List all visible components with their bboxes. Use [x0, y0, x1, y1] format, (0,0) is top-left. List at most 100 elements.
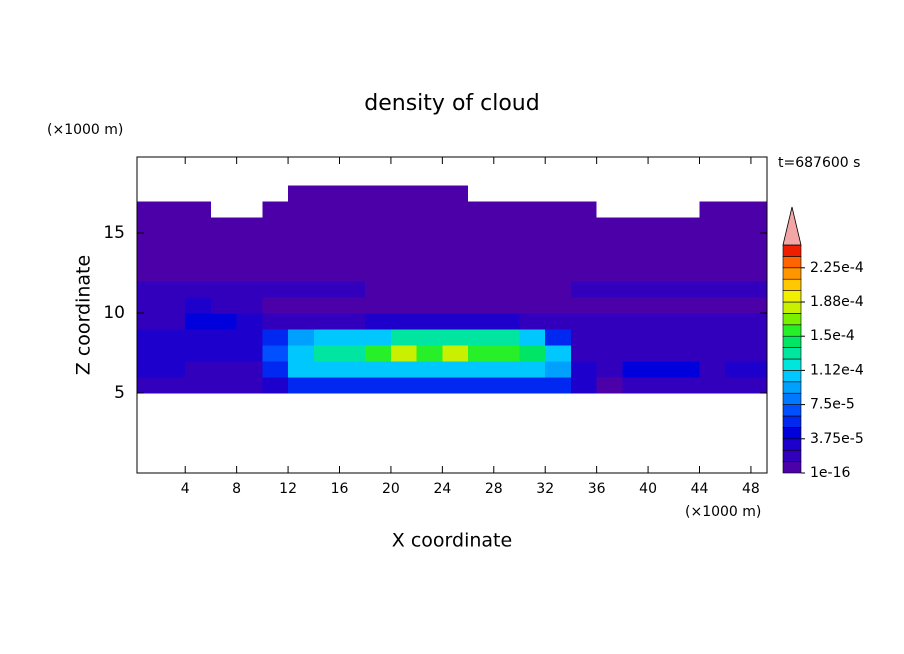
- contour-cell: [648, 425, 675, 442]
- contour-cell: [365, 409, 392, 426]
- contour-cell: [365, 265, 392, 282]
- contour-cell: [596, 185, 623, 202]
- contour-cell: [390, 329, 418, 346]
- contour-cell: [596, 201, 623, 218]
- x-tick-label: 24: [433, 481, 451, 497]
- contour-cell: [137, 457, 161, 473]
- contour-cell: [313, 169, 341, 186]
- contour-cell: [339, 361, 366, 378]
- colorbar-band: [782, 267, 802, 280]
- contour-cell: [750, 249, 767, 266]
- contour-cell: [416, 233, 443, 250]
- contour-cell: [159, 441, 186, 458]
- contour-cell: [390, 425, 418, 442]
- contour-cell: [137, 441, 161, 458]
- contour-cell: [622, 409, 649, 426]
- contour-cell: [288, 377, 315, 394]
- contour-cell: [622, 441, 649, 458]
- contour-cell: [596, 157, 623, 170]
- contour-cell: [313, 441, 341, 458]
- contour-cell: [725, 265, 752, 282]
- contour-cell: [210, 297, 238, 314]
- contour-cell: [262, 457, 289, 473]
- contour-cell: [519, 281, 546, 298]
- contour-cell: [210, 169, 238, 186]
- contour-cell: [262, 249, 289, 266]
- contour-cell: [699, 281, 726, 298]
- contour-cell: [673, 377, 701, 394]
- x-tick-label: 12: [279, 481, 297, 497]
- contour-cell: [673, 441, 701, 458]
- colorbar-tick-label: 2.25e-4: [810, 260, 864, 276]
- contour-cell: [339, 233, 366, 250]
- contour-cell: [519, 265, 546, 282]
- contour-cell: [622, 217, 649, 234]
- contour-cell: [442, 157, 469, 170]
- contour-cell: [365, 217, 392, 234]
- contour-cell: [442, 233, 469, 250]
- contour-cell: [210, 329, 238, 346]
- contour-cell: [545, 329, 572, 346]
- contour-cell: [596, 329, 623, 346]
- contour-cell: [699, 441, 726, 458]
- contour-cell: [339, 329, 366, 346]
- contour-cell: [288, 157, 315, 170]
- contour-cell: [596, 265, 623, 282]
- colorbar-band: [782, 438, 802, 451]
- contour-cell: [416, 217, 443, 234]
- colorbar-band: [782, 290, 802, 303]
- contour-cell: [648, 313, 675, 330]
- contour-cell: [365, 345, 392, 362]
- contour-cell: [673, 157, 701, 170]
- contour-cell: [390, 377, 418, 394]
- contour-cell: [673, 201, 701, 218]
- contour-cell: [673, 329, 701, 346]
- contour-cell: [725, 409, 752, 426]
- x-tick-label: 20: [382, 481, 400, 497]
- contour-cell: [313, 377, 341, 394]
- contour-cell: [137, 233, 161, 250]
- contour-cell: [288, 185, 315, 202]
- y-axis-label: Z coordinate: [73, 255, 95, 375]
- contour-cell: [390, 457, 418, 473]
- contour-cell: [159, 185, 186, 202]
- contour-cell: [750, 345, 767, 362]
- contour-cell: [570, 185, 598, 202]
- colorbar-band: [782, 358, 802, 371]
- colorbar-band: [782, 404, 802, 417]
- contour-cell: [673, 217, 701, 234]
- contour-cell: [648, 201, 675, 218]
- contour-cell: [468, 249, 495, 266]
- contour-cell: [493, 425, 521, 442]
- contour-cell: [288, 281, 315, 298]
- contour-cell: [210, 233, 238, 250]
- contour-cell: [262, 265, 289, 282]
- contour-cell: [545, 393, 572, 410]
- contour-cell: [236, 157, 263, 170]
- contour-cell: [137, 329, 161, 346]
- contour-cell: [210, 377, 238, 394]
- contour-cell: [699, 169, 726, 186]
- contour-cell: [519, 185, 546, 202]
- contour-cell: [236, 329, 263, 346]
- plot-frame: [136, 156, 768, 474]
- contour-cell: [519, 249, 546, 266]
- contour-cell: [236, 201, 263, 218]
- contour-cell: [622, 393, 649, 410]
- contour-cell: [137, 313, 161, 330]
- contour-cell: [673, 425, 701, 442]
- contour-cell: [159, 233, 186, 250]
- contour-cell: [622, 345, 649, 362]
- contour-cell: [648, 217, 675, 234]
- contour-cell: [442, 345, 469, 362]
- contour-cell: [493, 281, 521, 298]
- contour-cell: [365, 185, 392, 202]
- contour-cell: [442, 297, 469, 314]
- contour-cell: [725, 233, 752, 250]
- contour-cell: [262, 233, 289, 250]
- contour-cell: [468, 393, 495, 410]
- contour-cell: [596, 217, 623, 234]
- contour-cell: [468, 169, 495, 186]
- contour-cell: [493, 233, 521, 250]
